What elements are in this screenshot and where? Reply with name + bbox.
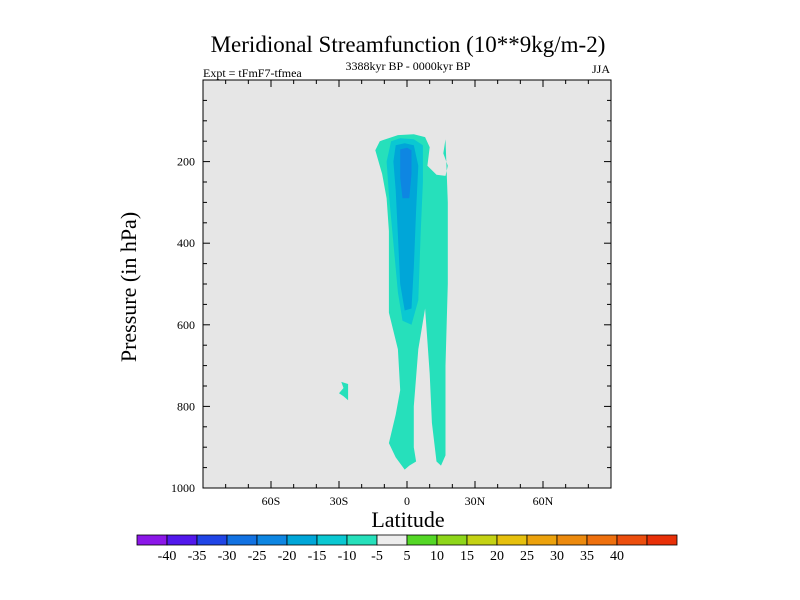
colorbar-label: -15 xyxy=(308,549,327,564)
colorbar-swatch xyxy=(196,534,228,546)
contour-region-small-cell xyxy=(339,381,349,401)
colorbar-label: -10 xyxy=(338,549,357,564)
subtitle-left: Expt = tFmF7-tfmea xyxy=(203,66,302,80)
colorbar-label: 5 xyxy=(404,549,411,564)
colorbar-swatch xyxy=(646,534,678,546)
y-axis-label: Pressure (in hPa) xyxy=(116,212,141,362)
subtitle-right: JJA xyxy=(592,62,610,76)
contour-layer xyxy=(339,134,448,470)
colorbar-swatch xyxy=(226,534,258,546)
colorbar-swatch xyxy=(436,534,468,546)
y-tick-label: 800 xyxy=(177,399,195,413)
colorbar-swatch xyxy=(556,534,588,546)
y-tick-label: 400 xyxy=(177,236,195,250)
colorbar-label: 35 xyxy=(580,549,594,564)
colorbar-label: 20 xyxy=(490,549,504,564)
colorbar-label: -30 xyxy=(218,549,237,564)
colorbar: -40 -35 -30 -25 -20 -15 -10 -5 5 10 15 20 25 30 35 40 xyxy=(136,534,678,564)
contour-region-core-cell-2 xyxy=(400,147,412,199)
colorbar-swatch xyxy=(376,534,408,546)
x-tick-label: 0 xyxy=(404,494,410,508)
colorbar-label: -40 xyxy=(158,549,177,564)
colorbar-swatch xyxy=(286,534,318,546)
colorbar-swatch xyxy=(406,534,438,546)
colorbar-swatch xyxy=(466,534,498,546)
x-tick-label: 30S xyxy=(330,494,349,508)
y-tick-label: 1000 xyxy=(171,481,195,495)
colorbar-swatch xyxy=(526,534,558,546)
colorbar-swatch xyxy=(616,534,648,546)
colorbar-label: -5 xyxy=(371,549,383,564)
colorbar-label: -20 xyxy=(278,549,297,564)
x-tick-label: 60N xyxy=(533,494,554,508)
contour-region-core-cell-1 xyxy=(393,143,419,311)
x-tick-label: 60S xyxy=(262,494,281,508)
y-tick-label: 600 xyxy=(177,318,195,332)
colorbar-label: -25 xyxy=(248,549,267,564)
y-tick-label: 200 xyxy=(177,155,195,169)
colorbar-swatch xyxy=(496,534,528,546)
colorbar-swatch xyxy=(316,534,348,546)
colorbar-label: -35 xyxy=(188,549,207,564)
colorbar-label: 25 xyxy=(520,549,534,564)
colorbar-swatch xyxy=(346,534,378,546)
chart-title: Meridional Streamfunction (10**9kg/m-2) xyxy=(211,32,606,57)
colorbar-swatch xyxy=(256,534,288,546)
x-axis-label: Latitude xyxy=(371,507,444,532)
colorbar-swatch xyxy=(136,534,168,546)
axis-tick-labels: 60S 30S 0 30N 60N 200 400 600 800 1000 xyxy=(171,155,554,508)
colorbar-swatch xyxy=(166,534,198,546)
colorbar-swatch xyxy=(586,534,618,546)
axis-ticks xyxy=(202,79,612,489)
colorbar-label: 30 xyxy=(550,549,564,564)
subtitle-center: 3388kyr BP - 0000kyr BP xyxy=(346,59,471,73)
colorbar-label: 15 xyxy=(460,549,474,564)
x-tick-label: 30N xyxy=(465,494,486,508)
colorbar-label: 10 xyxy=(430,549,444,564)
colorbar-label: 40 xyxy=(610,549,624,564)
